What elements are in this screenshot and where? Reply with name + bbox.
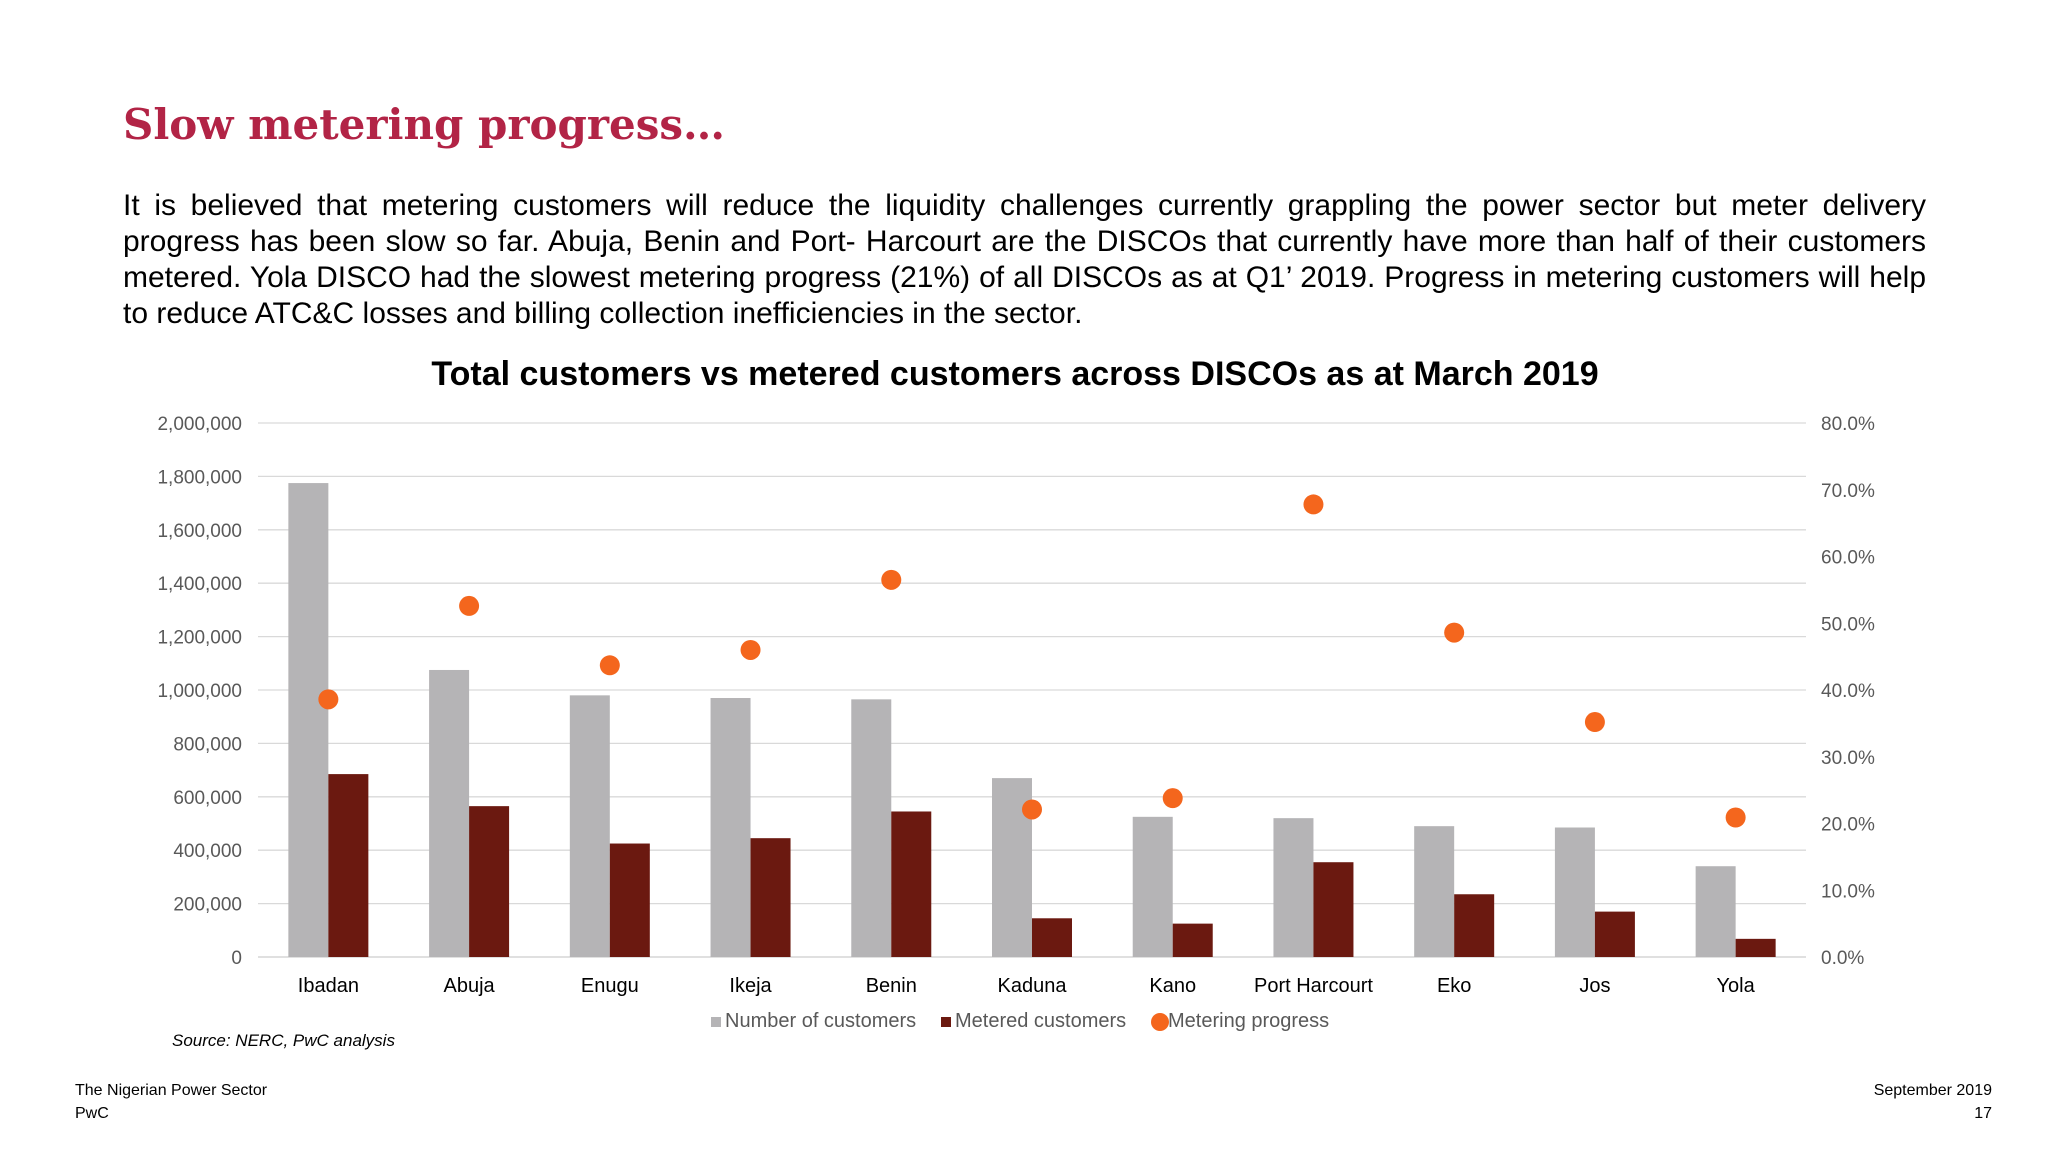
right-tick-label: 40.0% [1821, 681, 1875, 702]
metering-progress-point [1444, 622, 1465, 643]
left-tick-label: 200,000 [173, 895, 242, 916]
bars [288, 483, 1776, 957]
legend-label-total-customers: Number of customers [725, 1010, 916, 1032]
category-label: Benin [866, 975, 917, 997]
left-axis-ticks: 0 200,000 400,000 600,000 800,000 1,000,000 1,… [157, 414, 242, 969]
left-tick-label: 2,000,000 [157, 414, 242, 435]
scatter-points [318, 494, 1746, 828]
right-tick-label: 20.0% [1821, 815, 1875, 836]
metering-progress-point [740, 639, 761, 660]
metering-progress-point [459, 595, 480, 616]
category-label: Jos [1579, 975, 1610, 997]
bar-total-customers [1273, 818, 1314, 957]
chart: 0 200,000 400,000 600,000 800,000 1,000,000 1,… [157, 414, 1875, 1032]
bar-metered-customers [1313, 862, 1354, 957]
category-label: Ibadan [298, 975, 359, 997]
bar-metered-customers [1172, 923, 1213, 957]
bar-total-customers [1554, 827, 1595, 957]
category-label: Kano [1149, 975, 1196, 997]
left-tick-label: 1,200,000 [157, 628, 242, 649]
right-tick-label: 30.0% [1821, 748, 1875, 769]
metering-progress-point [1725, 807, 1746, 828]
metering-progress-point [1162, 788, 1183, 809]
metering-progress-point [318, 689, 339, 710]
right-tick-label: 10.0% [1821, 881, 1875, 902]
legend-label-metered-customers: Metered customers [955, 1010, 1126, 1032]
footer-page-number: 17 [1974, 1105, 1992, 1122]
legend-swatch-metered-customers [941, 1017, 951, 1027]
left-tick-label: 1,000,000 [157, 681, 242, 702]
bar-metered-customers [609, 843, 650, 957]
bar-metered-customers [328, 774, 369, 957]
metering-progress-point [1584, 712, 1605, 733]
source-note: Source: NERC, PwC analysis [172, 1031, 395, 1050]
bar-metered-customers [891, 811, 932, 957]
footer-company: PwC [75, 1105, 109, 1122]
left-tick-label: 800,000 [173, 734, 242, 755]
footer-publication: The Nigerian Power Sector [75, 1082, 268, 1099]
bar-total-customers [1414, 826, 1455, 957]
slide-title: Slow metering progress… [123, 100, 725, 149]
left-tick-label: 1,400,000 [157, 574, 242, 595]
bar-total-customers [288, 483, 329, 957]
bar-metered-customers [750, 838, 791, 957]
chart-title: Total customers vs metered customers acr… [431, 355, 1599, 393]
metering-progress-point [1303, 494, 1324, 515]
metering-progress-point [599, 655, 620, 676]
bar-metered-customers [1454, 894, 1495, 957]
category-label: Ikeja [729, 975, 772, 997]
footer-date: September 2019 [1873, 1082, 1992, 1099]
left-tick-label: 0 [231, 948, 242, 969]
category-label: Port Harcourt [1254, 975, 1373, 997]
bar-metered-customers [1735, 938, 1776, 957]
category-label: Abuja [444, 975, 496, 997]
bar-total-customers [429, 669, 470, 957]
category-label: Eko [1437, 975, 1471, 997]
legend: Number of customers Metered customers Mete… [711, 1010, 1329, 1032]
left-tick-label: 1,600,000 [157, 521, 242, 542]
left-tick-label: 400,000 [173, 841, 242, 862]
intro-paragraph: It is believed that metering customers w… [123, 189, 1926, 330]
bar-metered-customers [1032, 918, 1072, 957]
left-tick-label: 1,800,000 [157, 467, 242, 488]
bar-total-customers [1695, 866, 1736, 957]
category-label: Yola [1717, 975, 1756, 997]
right-tick-label: 60.0% [1821, 548, 1875, 569]
bar-total-customers [1132, 816, 1173, 957]
right-tick-label: 70.0% [1821, 481, 1875, 502]
metering-progress-point [1022, 799, 1042, 820]
metering-progress-point [881, 569, 902, 590]
bar-total-customers [710, 698, 751, 957]
legend-label-metering-progress: Metering progress [1168, 1010, 1329, 1032]
category-label: Enugu [581, 975, 639, 997]
right-tick-label: 0.0% [1821, 948, 1864, 969]
left-tick-label: 600,000 [173, 788, 242, 809]
right-tick-label: 50.0% [1821, 614, 1875, 635]
legend-swatch-metering-progress [1151, 1013, 1169, 1031]
legend-swatch-total-customers [711, 1017, 721, 1027]
right-axis-ticks: 0.0% 10.0% 20.0% 30.0% 40.0% 50.0% 60.0% 70.0% 8… [1821, 414, 1875, 969]
category-labels: Ibadan Abuja Enugu Ikeja Benin Kaduna Kano Port… [298, 975, 1756, 997]
category-label: Kaduna [998, 975, 1068, 997]
bar-total-customers [569, 695, 610, 957]
bar-metered-customers [469, 806, 510, 957]
right-tick-label: 80.0% [1821, 414, 1875, 435]
bar-total-customers [851, 699, 892, 957]
bar-metered-customers [1594, 911, 1635, 957]
